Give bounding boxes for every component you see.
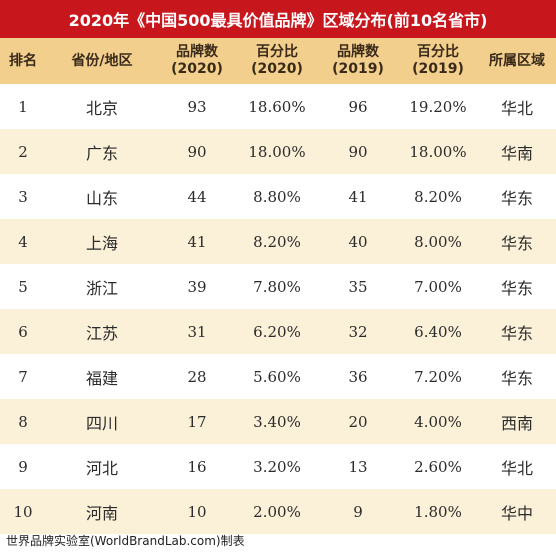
- table-row: 3 山东 44 8.80% 41 8.20% 华东: [0, 174, 556, 219]
- cell-area: 西南: [478, 399, 556, 444]
- cell-rank: 8: [0, 399, 46, 444]
- cell-count-2019: 32: [318, 309, 398, 354]
- cell-pct-2020: 3.40%: [236, 399, 318, 444]
- cell-count-2020: 41: [158, 219, 236, 264]
- cell-region: 山东: [46, 174, 158, 219]
- cell-area: 华东: [478, 219, 556, 264]
- table-row: 4 上海 41 8.20% 40 8.00% 华东: [0, 219, 556, 264]
- cell-count-2019: 20: [318, 399, 398, 444]
- cell-rank: 6: [0, 309, 46, 354]
- cell-rank: 5: [0, 264, 46, 309]
- cell-count-2019: 13: [318, 444, 398, 489]
- cell-pct-2019: 8.00%: [398, 219, 478, 264]
- table-row: 9 河北 16 3.20% 13 2.60% 华北: [0, 444, 556, 489]
- cell-count-2019: 35: [318, 264, 398, 309]
- cell-pct-2019: 1.80%: [398, 489, 478, 534]
- cell-count-2019: 90: [318, 129, 398, 174]
- cell-rank: 10: [0, 489, 46, 534]
- cell-rank: 9: [0, 444, 46, 489]
- cell-count-2020: 31: [158, 309, 236, 354]
- cell-area: 华北: [478, 84, 556, 129]
- cell-rank: 4: [0, 219, 46, 264]
- cell-count-2020: 17: [158, 399, 236, 444]
- cell-count-2019: 41: [318, 174, 398, 219]
- header-area: 所属区域: [478, 38, 556, 84]
- brand-region-table: 排名 省份/地区 品牌数 (2020) 百分比 (2020) 品牌数 (2019) 百…: [0, 38, 556, 534]
- cell-pct-2019: 6.40%: [398, 309, 478, 354]
- cell-region: 四川: [46, 399, 158, 444]
- cell-pct-2020: 8.80%: [236, 174, 318, 219]
- cell-count-2020: 10: [158, 489, 236, 534]
- cell-rank: 7: [0, 354, 46, 399]
- cell-count-2020: 28: [158, 354, 236, 399]
- cell-count-2019: 36: [318, 354, 398, 399]
- cell-area: 华东: [478, 354, 556, 399]
- cell-count-2019: 9: [318, 489, 398, 534]
- table-row: 8 四川 17 3.40% 20 4.00% 西南: [0, 399, 556, 444]
- cell-count-2020: 39: [158, 264, 236, 309]
- cell-area: 华北: [478, 444, 556, 489]
- cell-pct-2020: 6.20%: [236, 309, 318, 354]
- header-region: 省份/地区: [46, 38, 158, 84]
- header-count-2019: 品牌数 (2019): [318, 38, 398, 84]
- cell-pct-2019: 7.20%: [398, 354, 478, 399]
- table-row: 5 浙江 39 7.80% 35 7.00% 华东: [0, 264, 556, 309]
- cell-pct-2019: 19.20%: [398, 84, 478, 129]
- cell-region: 福建: [46, 354, 158, 399]
- header-count-2020: 品牌数 (2020): [158, 38, 236, 84]
- header-rank: 排名: [0, 38, 46, 84]
- table-title: 2020年《中国500最具价值品牌》区域分布(前10名省市): [0, 0, 556, 38]
- cell-pct-2020: 3.20%: [236, 444, 318, 489]
- cell-count-2020: 90: [158, 129, 236, 174]
- header-pct-2020: 百分比 (2020): [236, 38, 318, 84]
- cell-pct-2020: 5.60%: [236, 354, 318, 399]
- cell-region: 北京: [46, 84, 158, 129]
- cell-pct-2019: 4.00%: [398, 399, 478, 444]
- cell-area: 华东: [478, 309, 556, 354]
- cell-count-2020: 16: [158, 444, 236, 489]
- table-row: 1 北京 93 18.60% 96 19.20% 华北: [0, 84, 556, 129]
- table-row: 7 福建 28 5.60% 36 7.20% 华东: [0, 354, 556, 399]
- cell-rank: 3: [0, 174, 46, 219]
- cell-pct-2020: 7.80%: [236, 264, 318, 309]
- cell-count-2020: 93: [158, 84, 236, 129]
- table-row: 2 广东 90 18.00% 90 18.00% 华南: [0, 129, 556, 174]
- cell-region: 浙江: [46, 264, 158, 309]
- cell-region: 江苏: [46, 309, 158, 354]
- cell-area: 华南: [478, 129, 556, 174]
- cell-pct-2019: 8.20%: [398, 174, 478, 219]
- cell-area: 华东: [478, 264, 556, 309]
- cell-count-2019: 96: [318, 84, 398, 129]
- cell-area: 华东: [478, 174, 556, 219]
- cell-rank: 2: [0, 129, 46, 174]
- cell-region: 河南: [46, 489, 158, 534]
- cell-pct-2020: 18.00%: [236, 129, 318, 174]
- cell-pct-2019: 2.60%: [398, 444, 478, 489]
- cell-pct-2020: 8.20%: [236, 219, 318, 264]
- header-pct-2019: 百分比 (2019): [398, 38, 478, 84]
- cell-pct-2020: 18.60%: [236, 84, 318, 129]
- cell-rank: 1: [0, 84, 46, 129]
- table-row: 10 河南 10 2.00% 9 1.80% 华中: [0, 489, 556, 534]
- cell-count-2020: 44: [158, 174, 236, 219]
- cell-pct-2020: 2.00%: [236, 489, 318, 534]
- cell-region: 广东: [46, 129, 158, 174]
- cell-pct-2019: 18.00%: [398, 129, 478, 174]
- cell-count-2019: 40: [318, 219, 398, 264]
- header-row: 排名 省份/地区 品牌数 (2020) 百分比 (2020) 品牌数 (2019) 百…: [0, 38, 556, 84]
- cell-region: 河北: [46, 444, 158, 489]
- cell-area: 华中: [478, 489, 556, 534]
- footer-credit: 世界品牌实验室(WorldBrandLab.com)制表: [6, 534, 245, 548]
- cell-pct-2019: 7.00%: [398, 264, 478, 309]
- cell-region: 上海: [46, 219, 158, 264]
- table-row: 6 江苏 31 6.20% 32 6.40% 华东: [0, 309, 556, 354]
